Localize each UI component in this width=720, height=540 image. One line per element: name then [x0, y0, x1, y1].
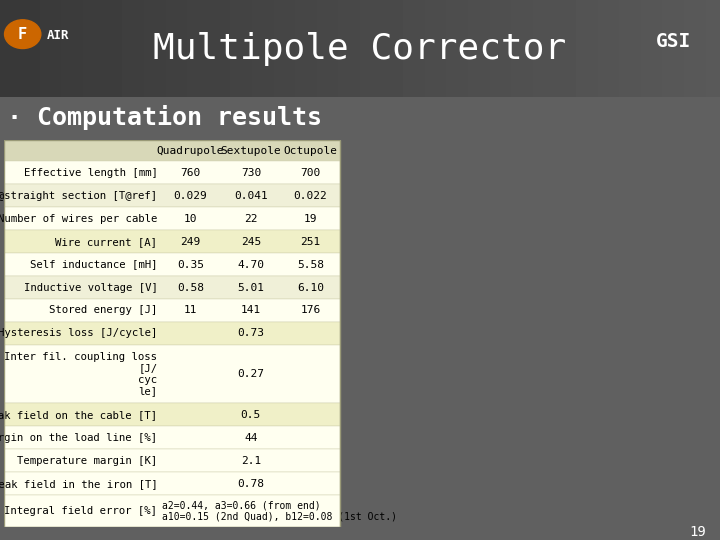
Bar	[4, 184, 340, 207]
Text: 11: 11	[184, 306, 197, 315]
Text: Temperature margin [K]: Temperature margin [K]	[17, 456, 158, 466]
Text: GSI: GSI	[656, 32, 690, 51]
Text: 5.01: 5.01	[238, 282, 264, 293]
Text: 0.78: 0.78	[238, 479, 264, 489]
Bar	[4, 140, 340, 161]
Circle shape	[4, 20, 41, 49]
Text: 4.70: 4.70	[238, 260, 264, 269]
Bar	[4, 403, 340, 426]
Text: Integral field error [%]: Integral field error [%]	[4, 506, 158, 516]
Text: Wire current [A]: Wire current [A]	[55, 237, 158, 247]
Text: 19: 19	[689, 525, 706, 539]
Bar	[4, 345, 340, 403]
Text: Self inductance [mH]: Self inductance [mH]	[30, 260, 158, 269]
Text: 0.27: 0.27	[238, 369, 264, 379]
Text: Peak field on the cable [T]: Peak field on the cable [T]	[0, 410, 158, 420]
Text: · Computation results: · Computation results	[7, 105, 323, 130]
Text: 10: 10	[184, 214, 197, 224]
Text: F: F	[18, 26, 27, 42]
Text: a2=0.44, a3=0.66 (from end)
a10=0.15 (2nd Quad), b12=0.08 (1st Oct.): a2=0.44, a3=0.66 (from end) a10=0.15 (2n…	[161, 500, 397, 522]
Text: 700: 700	[300, 168, 320, 178]
Text: Effective length [mm]: Effective length [mm]	[24, 168, 158, 178]
Text: 5.58: 5.58	[297, 260, 324, 269]
Text: AIR: AIR	[47, 29, 69, 42]
Text: 0.73: 0.73	[238, 328, 264, 339]
Text: Margin on the load line [%]: Margin on the load line [%]	[0, 433, 158, 443]
Text: Inter fil. coupling loss
[J/
cyc
le]: Inter fil. coupling loss [J/ cyc le]	[4, 352, 158, 396]
Text: 730: 730	[240, 168, 261, 178]
Text: 6.10: 6.10	[297, 282, 324, 293]
Bar	[4, 207, 340, 230]
Text: 245: 245	[240, 237, 261, 247]
Text: 760: 760	[180, 168, 200, 178]
Text: 0.58: 0.58	[177, 282, 204, 293]
Text: Bn@straight section [T@ref]: Bn@straight section [T@ref]	[0, 191, 158, 201]
Text: Multipole Corrector: Multipole Corrector	[153, 32, 567, 65]
Text: Sextupole: Sextupole	[220, 146, 282, 156]
Bar	[4, 299, 340, 322]
Text: 0.022: 0.022	[294, 191, 328, 201]
Text: Number of wires per cable: Number of wires per cable	[0, 214, 158, 224]
Text: 0.35: 0.35	[177, 260, 204, 269]
Bar	[4, 449, 340, 472]
Bar	[4, 322, 340, 345]
Text: 0.029: 0.029	[174, 191, 207, 201]
Bar	[4, 426, 340, 449]
Text: 176: 176	[300, 306, 320, 315]
Text: Stored energy [J]: Stored energy [J]	[49, 306, 158, 315]
Bar	[4, 230, 340, 253]
Bar	[4, 161, 340, 184]
Text: 0.041: 0.041	[234, 191, 268, 201]
Text: Peak field in the iron [T]: Peak field in the iron [T]	[0, 479, 158, 489]
Bar	[4, 140, 340, 526]
Bar	[4, 495, 340, 526]
Text: 0.5: 0.5	[240, 410, 261, 420]
Bar	[4, 472, 340, 495]
Text: Inductive voltage [V]: Inductive voltage [V]	[24, 282, 158, 293]
Bar	[4, 253, 340, 276]
Bar	[4, 276, 340, 299]
Text: 249: 249	[180, 237, 200, 247]
Text: Octupole: Octupole	[284, 146, 338, 156]
Text: 19: 19	[304, 214, 317, 224]
Text: 2.1: 2.1	[240, 456, 261, 466]
Text: 251: 251	[300, 237, 320, 247]
Text: Hysteresis loss [J/cycle]: Hysteresis loss [J/cycle]	[0, 328, 158, 339]
Text: 44: 44	[244, 433, 258, 443]
Text: 22: 22	[244, 214, 258, 224]
Text: Quadrupole: Quadrupole	[156, 146, 224, 156]
Text: 141: 141	[240, 306, 261, 315]
